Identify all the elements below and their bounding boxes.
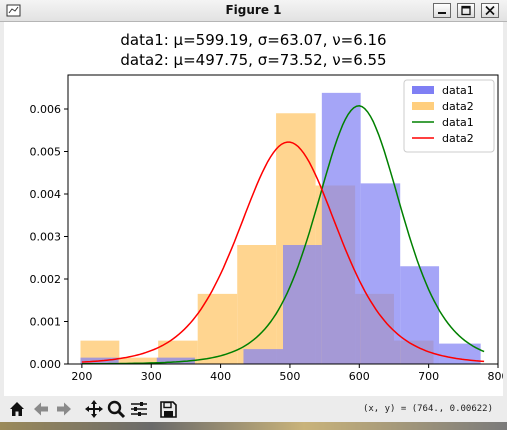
histogram-bar-data1-6 xyxy=(400,266,440,364)
histogram-bar-data1-1 xyxy=(156,357,195,364)
legend-label: data1 xyxy=(442,116,474,129)
x-tick-label: 800 xyxy=(488,370,504,383)
zoom-icon xyxy=(107,400,126,419)
pan-icon xyxy=(85,400,103,418)
legend-label: data2 xyxy=(442,100,474,113)
navigation-toolbar: (x, y) = (764., 0.00622) xyxy=(0,396,507,422)
y-tick-label: 0.006 xyxy=(30,103,62,116)
x-tick-label: 400 xyxy=(210,370,231,383)
y-tick-label: 0.004 xyxy=(30,188,62,201)
legend-swatch-data1 xyxy=(412,86,434,94)
histogram-bar-data2-4 xyxy=(237,245,277,364)
chart-title-line2: data2: μ=497.75, σ=73.52, ν=6.55 xyxy=(120,51,387,69)
home-icon xyxy=(10,402,24,416)
home-button[interactable] xyxy=(7,399,27,419)
chart-plot-area[interactable]: 200 300 400 500 600 700 800 0.000 0.001 0.002 0.00… xyxy=(4,22,503,396)
close-button[interactable] xyxy=(481,3,499,18)
histogram-bar-data1-7 xyxy=(439,343,481,364)
axes-frame xyxy=(67,74,499,365)
y-tick-label: 0.000 xyxy=(30,358,62,371)
x-tick-label: 700 xyxy=(418,370,439,383)
histogram-bar-data1-5 xyxy=(360,183,401,364)
x-tick-label: 200 xyxy=(71,370,92,383)
histogram-bar-data1-4 xyxy=(321,92,361,364)
desktop-background-strip xyxy=(0,422,507,430)
legend-label: data1 xyxy=(442,84,474,97)
minimize-icon xyxy=(438,12,446,14)
close-icon xyxy=(485,5,495,16)
back-icon xyxy=(34,402,48,416)
y-tick-label: 0.003 xyxy=(30,231,62,244)
window-title: Figure 1 xyxy=(225,3,282,17)
maximize-button[interactable] xyxy=(457,3,475,18)
minimize-button[interactable] xyxy=(433,3,451,18)
legend-box xyxy=(403,79,495,153)
x-tick-label: 300 xyxy=(141,370,162,383)
title-bar[interactable]: Figure 1 xyxy=(0,0,507,22)
histogram-bar-data1-2 xyxy=(243,349,283,364)
y-tick-label: 0.002 xyxy=(30,273,62,286)
back-button[interactable] xyxy=(31,399,51,419)
pan-button[interactable] xyxy=(84,399,104,419)
configure-subplots-icon xyxy=(131,402,147,416)
legend-swatch-data2 xyxy=(412,102,434,110)
forward-icon xyxy=(57,402,71,416)
cursor-coordinates: (x, y) = (764., 0.00622) xyxy=(362,404,493,414)
configure-subplots-button[interactable] xyxy=(129,399,149,419)
chart-title-line1: data1: μ=599.19, σ=63.07, ν=6.16 xyxy=(120,31,387,49)
app-icon xyxy=(6,4,21,17)
y-tick-label: 0.005 xyxy=(30,146,62,159)
x-tick-label: 500 xyxy=(279,370,300,383)
legend-label: data2 xyxy=(442,132,474,145)
y-tick-label: 0.001 xyxy=(30,316,62,329)
histogram-bar-data1-3 xyxy=(283,245,322,364)
forward-button[interactable] xyxy=(54,399,74,419)
fit-curve-data2 xyxy=(81,141,485,363)
save-icon xyxy=(160,401,177,418)
figure-canvas[interactable]: data1: μ=599.19, σ=63.07, ν=6.16 data2: … xyxy=(4,22,503,396)
zoom-button[interactable] xyxy=(106,399,126,419)
x-tick-label: 600 xyxy=(349,370,370,383)
fit-curve-data1 xyxy=(81,105,485,365)
save-button[interactable] xyxy=(158,399,178,419)
histogram-bar-data2-1 xyxy=(119,357,159,364)
maximize-icon xyxy=(461,5,471,16)
